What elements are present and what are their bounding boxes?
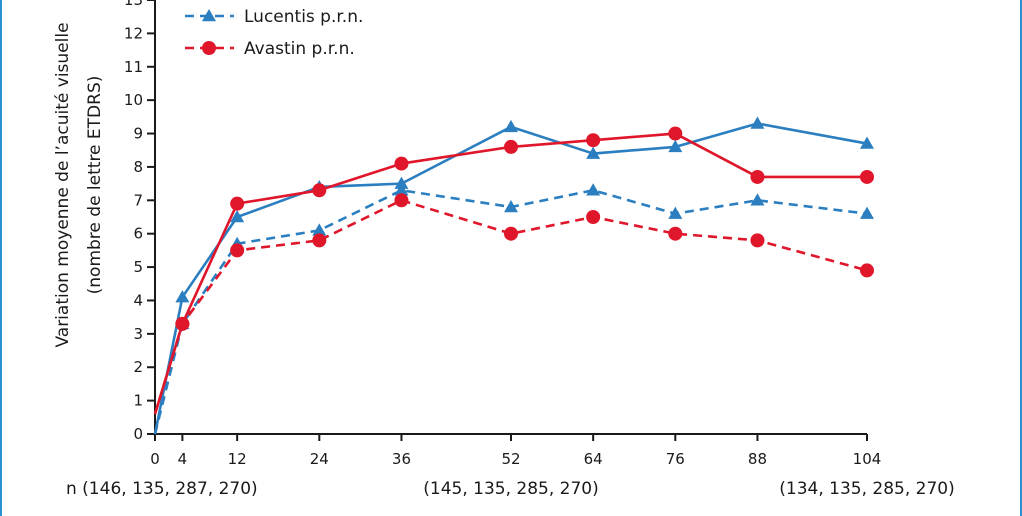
left-border [0, 0, 2, 516]
y-tick-label: 0 [133, 425, 143, 443]
data-point [750, 233, 765, 248]
x-tick-label: 0 [150, 450, 160, 468]
y-axis-title-line: (nombre de lettre ETDRS) [85, 76, 105, 295]
series-line [153, 188, 868, 435]
y-tick-label: 5 [133, 258, 143, 276]
data-point [504, 226, 518, 241]
x-tick-label: 52 [501, 450, 520, 468]
data-point [312, 233, 327, 248]
data-point [312, 223, 327, 236]
x-tick-label: 76 [666, 450, 685, 468]
x-tick-label: 24 [310, 450, 329, 468]
data-point [504, 199, 518, 213]
data-point [750, 193, 765, 206]
data-point [586, 146, 601, 159]
data-point [230, 196, 245, 211]
y-tick-label: 9 [133, 125, 143, 143]
data-point [860, 136, 874, 149]
series-3 [153, 193, 874, 415]
x-tick-label: 104 [853, 450, 882, 468]
y-tick-label: 11 [124, 58, 143, 76]
data-point [860, 263, 874, 278]
data-point [668, 139, 683, 153]
data-point [394, 183, 409, 196]
x-tick-label: 4 [178, 450, 188, 468]
y-tick-label: 10 [124, 91, 143, 109]
series-1 [153, 183, 874, 435]
legend: Lucentis p.r.n. Avastin p.r.n. [185, 7, 363, 59]
data-point [668, 126, 683, 141]
data-series [153, 116, 874, 435]
data-point [230, 210, 245, 223]
series-2 [153, 126, 874, 415]
y-axis-title: Variation moyenne de l’acuité visuelle (n… [53, 22, 105, 347]
x-axis-ticks: 0 4 12 24 36 52 64 76 88 104 [150, 434, 881, 468]
legend-item: Avastin p.r.n. [185, 39, 355, 59]
data-point [504, 139, 518, 154]
y-tick-label: 2 [133, 358, 143, 376]
data-point [586, 183, 601, 196]
y-tick-label: 8 [133, 158, 143, 176]
data-point [175, 316, 190, 331]
series-line [153, 132, 867, 415]
legend-item: Lucentis p.r.n. [185, 7, 363, 27]
data-point [750, 169, 765, 184]
legend-marker [202, 9, 216, 22]
data-point [394, 193, 409, 208]
data-point [586, 133, 601, 148]
n-annotation: n (146, 135, 287, 270) [66, 479, 258, 499]
y-tick-label: 7 [133, 191, 143, 209]
data-point [860, 169, 874, 184]
x-tick-label: 36 [392, 450, 411, 468]
legend-label: Avastin p.r.n. [244, 39, 355, 59]
data-point [312, 183, 327, 198]
right-border [1020, 0, 1022, 516]
data-point [668, 226, 683, 241]
y-tick-label: 6 [133, 225, 143, 243]
y-axis-title-line: Variation moyenne de l’acuité visuelle [53, 22, 73, 347]
y-tick-label: 13 [124, 0, 143, 9]
y-tick-label: 3 [133, 325, 143, 343]
y-tick-label: 1 [133, 392, 143, 410]
data-point [230, 243, 245, 258]
data-point [750, 116, 765, 129]
series-line [153, 199, 868, 415]
data-point [394, 176, 409, 189]
n-annotations: n (146, 135, 287, 270) (145, 135, 285, 27… [66, 479, 955, 499]
y-tick-label: 12 [124, 24, 143, 42]
data-point [586, 210, 601, 224]
data-point [668, 206, 683, 219]
legend-marker [202, 41, 216, 55]
n-annotation: (134, 135, 285, 270) [779, 479, 954, 499]
series-line [153, 122, 868, 435]
series-0 [153, 116, 874, 435]
data-point [860, 206, 874, 219]
y-tick-label: 4 [133, 291, 143, 309]
legend-label: Lucentis p.r.n. [244, 7, 363, 27]
data-point [175, 290, 190, 303]
x-tick-label: 64 [584, 450, 603, 468]
n-annotation: (145, 135, 285, 270) [423, 479, 598, 499]
data-point [504, 119, 518, 133]
data-point [394, 156, 409, 171]
x-tick-label: 88 [748, 450, 767, 468]
x-tick-label: 12 [228, 450, 247, 468]
axes [154, 0, 867, 435]
